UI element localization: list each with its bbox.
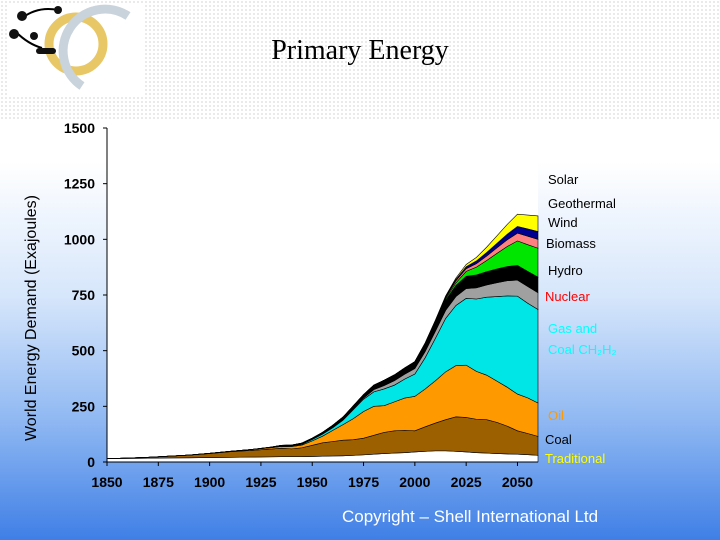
legend-label-hydro: Hydro (548, 263, 583, 278)
x-tick-label-0: 1850 (91, 474, 122, 490)
x-tick-label-4: 1950 (297, 474, 328, 490)
logo-bar (36, 48, 56, 54)
area-series-9 (106, 213, 539, 459)
y-tick-label-5: 1250 (64, 176, 95, 192)
logo-dot-1 (17, 11, 27, 21)
logo-dot-4 (30, 32, 38, 40)
legend-label-wind: Wind (548, 215, 578, 230)
copyright-text: Copyright – Shell International Ltd (342, 507, 599, 526)
y-tick-label-1: 250 (72, 398, 96, 414)
y-tick-label-4: 1000 (64, 231, 95, 247)
x-tick-label-7: 2025 (451, 474, 482, 490)
area-layers (106, 128, 539, 463)
x-tick-label-1: 1875 (143, 474, 174, 490)
x-tick-label-2: 1900 (194, 474, 225, 490)
x-tick-labels: 1850 1875 1900 1925 1950 1975 2000 2025 2050 (91, 474, 533, 490)
legend-label-solar: Solar (548, 172, 579, 187)
y-tick-label-3: 750 (72, 287, 96, 303)
page-title: Primary Energy (271, 35, 449, 66)
logo-dot-2 (54, 6, 62, 14)
axes (103, 127, 538, 466)
legend-label-coal-ch: Coal CH₂H₂ (548, 342, 617, 357)
y-tick-label-6: 1500 (64, 120, 95, 136)
legend-label-coal: Coal (545, 432, 572, 447)
y-tick-label-2: 500 (72, 343, 96, 359)
x-tick-label-6: 2000 (399, 474, 430, 490)
shell-scenario-logo-icon (8, 4, 143, 96)
legend-label-nuclear: Nuclear (545, 289, 590, 304)
y-tick-label-0: 0 (87, 454, 95, 470)
legend-label-geothermal: Geothermal (548, 196, 616, 211)
logo-arc-grey (58, 4, 131, 90)
logo-dot-3 (9, 29, 19, 39)
legend-label-gas: Gas and (548, 321, 598, 336)
y-tick-labels: 0 250 500 750 1000 1250 1500 (64, 120, 95, 470)
x-tick-label-8: 2050 (502, 474, 533, 490)
legend-label-oil: Oil (548, 408, 564, 423)
x-tick-label-3: 1925 (245, 474, 276, 490)
legend-label-traditional: Traditional (545, 451, 606, 466)
x-tick-label-5: 1975 (348, 474, 379, 490)
legend-label-biomass: Biomass (546, 236, 596, 251)
logo-icon-graphic (9, 4, 131, 90)
